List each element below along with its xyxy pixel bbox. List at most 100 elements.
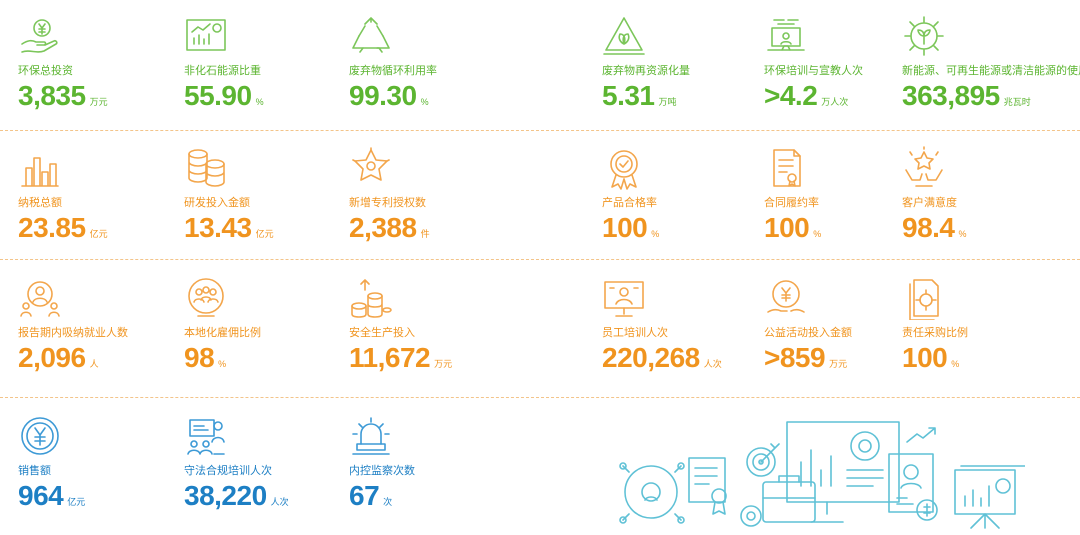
metric-unit: 亿元	[89, 229, 108, 239]
metric-label: 报告期内吸纳就业人数	[18, 327, 128, 339]
metric-sales-revenue: 销售额 964 亿元	[18, 414, 178, 510]
metric-unit: %	[218, 359, 227, 369]
metric-value: 13.43	[184, 212, 252, 243]
metric-unit: 人	[89, 359, 99, 369]
coin-stacks-icon	[188, 149, 225, 187]
metric-label: 废弃物再资源化量	[602, 65, 690, 77]
star-badge-icon	[352, 147, 390, 181]
people-group-icon	[20, 281, 60, 317]
metric-label: 守法合规培训人次	[184, 465, 272, 477]
metric-value: 11,672	[349, 342, 431, 373]
metric-unit: 万元	[829, 359, 848, 369]
contract-document-icon	[773, 149, 801, 187]
hand-yen-icon	[21, 19, 58, 53]
metric-unit: %	[255, 97, 264, 107]
metric-unit: 次	[383, 497, 393, 507]
metric-value: 220,268	[602, 342, 700, 373]
metric-label: 新能源、可再生能源或清洁能源的使用量	[902, 65, 1080, 77]
metric-new-patents: 新增专利授权数 2,388 件	[349, 146, 509, 242]
metric-label: 安全生产投入	[349, 327, 415, 339]
metric-waste-reuse-amount: 废弃物再资源化量 5.31 万吨	[602, 14, 762, 110]
metric-unit: 人次	[270, 497, 289, 507]
metric-value: 100	[764, 212, 810, 243]
metric-value: 3,835	[18, 80, 86, 111]
metric-employee-training: 员工培训人次 220,268 人次	[602, 276, 762, 372]
metric-unit: %	[420, 97, 429, 107]
metric-value: 55.90	[184, 80, 252, 111]
metric-label: 销售额	[18, 465, 51, 477]
row-divider	[0, 259, 1080, 260]
metric-label: 内控监察次数	[349, 465, 415, 477]
metric-internal-audits: 内控监察次数 67 次	[349, 414, 509, 510]
metric-label: 本地化雇佣比例	[184, 327, 261, 339]
metric-total-tax: 纳税总额 23.85 亿元	[18, 146, 178, 242]
metric-value: 100	[902, 342, 948, 373]
metric-label: 责任采购比例	[902, 327, 968, 339]
metric-responsible-procurement: 责任采购比例 100%	[902, 276, 1062, 372]
metric-label: 客户满意度	[902, 197, 957, 209]
gear-leaf-icon	[904, 16, 944, 56]
metric-label: 环保总投资	[18, 65, 73, 77]
charity-yen-icon	[767, 280, 805, 313]
metric-unit: %	[958, 229, 967, 239]
metric-unit: 万人次	[821, 97, 849, 107]
metric-unit: 兆瓦时	[1003, 97, 1031, 107]
metric-environmental-investment: 环保总投资 3,835 万元	[18, 14, 178, 110]
metric-value: 38,220	[184, 480, 267, 511]
presentation-screen-icon	[604, 281, 644, 317]
metric-value: 98.4	[902, 212, 955, 243]
metric-compliance-training: 守法合规培训人次 38,220 人次	[184, 414, 344, 510]
bar-chart-board-icon	[186, 19, 226, 51]
metric-unit: %	[651, 229, 660, 239]
procurement-document-icon	[909, 279, 939, 320]
metric-customer-satisfaction: 客户满意度 98.4%	[902, 146, 1062, 242]
coins-arrow-icon	[351, 279, 392, 318]
metric-new-employment: 报告期内吸纳就业人数 2,096 人	[18, 276, 178, 372]
metric-label: 合同履约率	[764, 197, 819, 209]
metric-unit: %	[813, 229, 822, 239]
hands-star-icon	[905, 146, 943, 187]
metric-unit: 件	[420, 229, 430, 239]
row-divider	[0, 397, 1080, 398]
metric-value: 98	[184, 342, 215, 373]
metric-label: 非化石能源比重	[184, 65, 261, 77]
metric-label: 产品合格率	[602, 197, 657, 209]
quality-medal-icon	[610, 150, 638, 190]
yen-coin-icon	[21, 417, 59, 455]
metric-value: 2,096	[18, 342, 86, 373]
metric-label: 公益活动投入金额	[764, 327, 852, 339]
recycle-triangle-leaf-icon	[603, 17, 645, 55]
metric-charity-investment: 公益活动投入金额 >859 万元	[764, 276, 924, 372]
training-laptop-icon	[767, 19, 805, 51]
metric-waste-recycling-rate: 废弃物循环利用率 99.30%	[349, 14, 509, 110]
metric-value: 2,388	[349, 212, 417, 243]
metric-label: 环保培训与宣教人次	[764, 65, 863, 77]
metric-local-hiring: 本地化雇佣比例 98%	[184, 276, 344, 372]
metric-label: 新增专利授权数	[349, 197, 426, 209]
bar-chart-icon	[21, 157, 59, 187]
metric-non-fossil-ratio: 非化石能源比重 55.90%	[184, 14, 344, 110]
metric-label: 废弃物循环利用率	[349, 65, 437, 77]
metric-unit: %	[951, 359, 960, 369]
metric-unit: 亿元	[255, 229, 274, 239]
local-employees-icon	[188, 278, 224, 317]
metric-value: >4.2	[764, 80, 818, 111]
metric-value: 99.30	[349, 80, 417, 111]
metric-unit: 万元	[89, 97, 108, 107]
metric-label: 纳税总额	[18, 197, 62, 209]
metric-value: 67	[349, 480, 380, 511]
metric-safety-investment: 安全生产投入 11,672 万元	[349, 276, 509, 372]
metric-rd-investment: 研发投入金额 13.43 亿元	[184, 146, 344, 242]
metric-value: 363,895	[902, 80, 1000, 111]
metric-unit: 万元	[434, 359, 453, 369]
metric-contract-fulfillment: 合同履约率 100%	[764, 146, 924, 242]
metric-value: >859	[764, 342, 826, 373]
metric-label: 员工培训人次	[602, 327, 668, 339]
row-divider	[0, 130, 1080, 131]
metric-value: 23.85	[18, 212, 86, 243]
metric-value: 964	[18, 480, 64, 511]
metric-value: 5.31	[602, 80, 655, 111]
metric-env-training: 环保培训与宣教人次 >4.2 万人次	[764, 14, 924, 110]
metric-label: 研发投入金额	[184, 197, 250, 209]
